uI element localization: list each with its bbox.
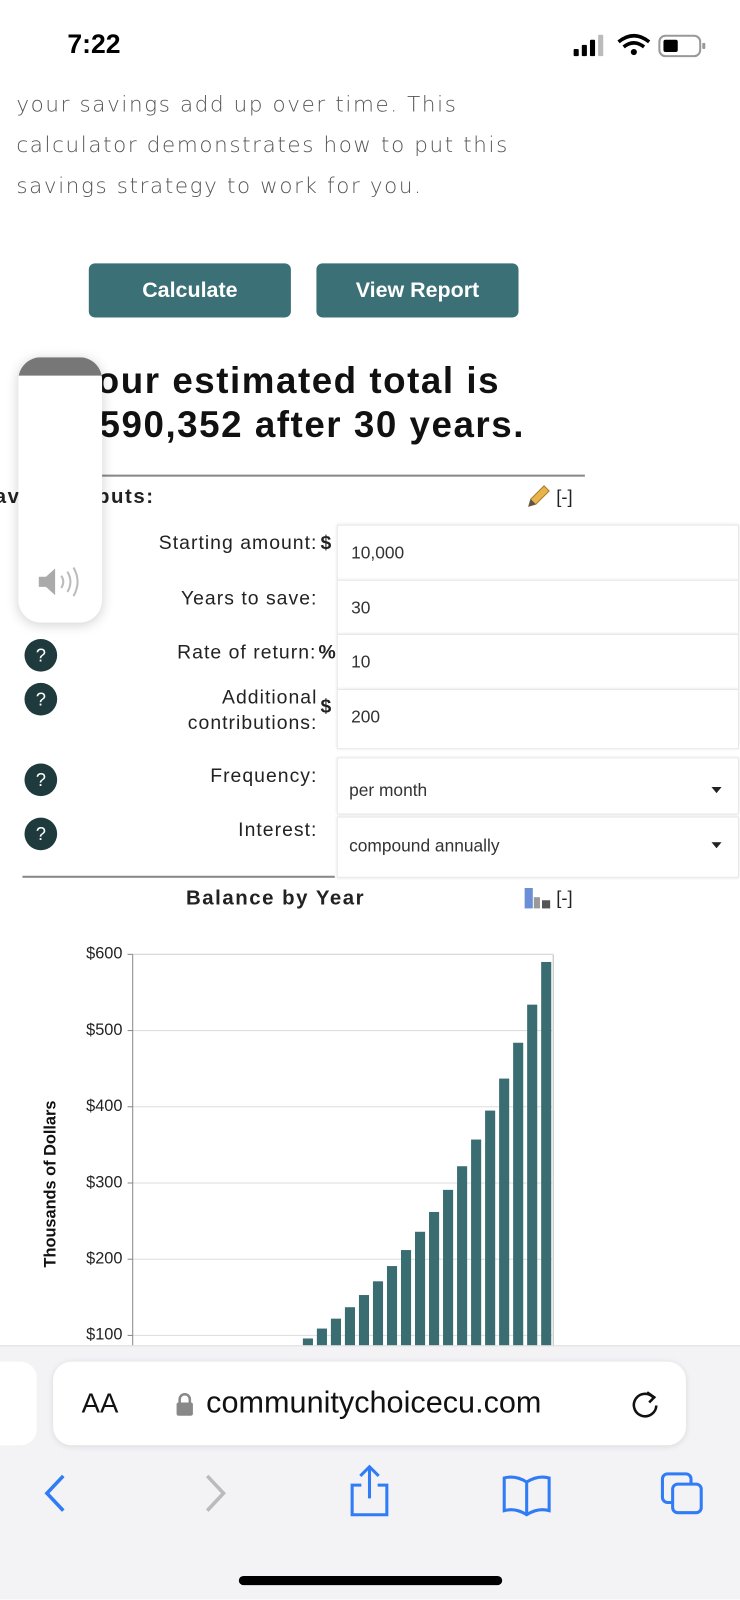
bar: [471, 1139, 482, 1412]
url[interactable]: communitychoicecu.com: [206, 1386, 542, 1420]
select-value: compound annually: [349, 835, 500, 856]
chart-type-icon[interactable]: [524, 888, 551, 909]
y-tick-label: $400: [86, 1097, 122, 1115]
bar: [415, 1231, 426, 1412]
input-box[interactable]: [336, 688, 739, 750]
lock-icon: [176, 1393, 193, 1416]
input-label: Starting amount:: [158, 532, 318, 555]
bar: [485, 1110, 496, 1412]
bar: [541, 961, 552, 1412]
address-bar[interactable]: [53, 1361, 686, 1446]
select-box[interactable]: [336, 757, 739, 815]
tab-peek[interactable]: [0, 1361, 37, 1446]
nav-bar: [44, 1464, 703, 1517]
bar: [457, 1166, 468, 1412]
tabs-button[interactable]: [660, 1472, 703, 1515]
help-icon[interactable]: ?: [24, 763, 58, 797]
chart-title: Balance by Year: [186, 888, 365, 910]
status-time: 7:22: [67, 28, 121, 60]
dropdown-arrow: [711, 786, 722, 794]
bookmarks-button[interactable]: [502, 1475, 551, 1517]
input-unit: %: [318, 642, 336, 664]
view-report-button[interactable]: View Report: [316, 263, 519, 318]
bar: [400, 1250, 412, 1412]
input-label: Interest:: [238, 819, 318, 842]
bar: [513, 1042, 524, 1412]
input-label: Frequency:: [210, 765, 318, 787]
y-tick-label: $200: [86, 1250, 122, 1268]
status-icons: [573, 33, 706, 58]
chart-toggle[interactable]: [-]: [556, 887, 572, 908]
voice-panel-cap: [18, 357, 103, 376]
input-value: 10,000: [351, 543, 405, 563]
input-value: 200: [351, 707, 381, 727]
input-box[interactable]: [336, 633, 739, 690]
y-axis-label: Thousands of Dollars: [41, 1101, 59, 1268]
speaker-icon[interactable]: [37, 565, 88, 598]
y-tick-label: $100: [86, 1326, 122, 1344]
text-size-button[interactable]: AA: [81, 1388, 119, 1419]
calculate-button[interactable]: Calculate: [88, 263, 291, 318]
bar: [527, 1004, 538, 1412]
y-tick-label: $500: [86, 1021, 122, 1039]
share-button[interactable]: [350, 1464, 389, 1517]
divider: [22, 875, 335, 878]
input-label: Rate of return:: [177, 642, 317, 664]
edit-icon[interactable]: [525, 484, 552, 511]
select-box[interactable]: [336, 816, 739, 878]
inputs-toggle[interactable]: [-]: [556, 486, 573, 508]
intro-line: savings strategy to work for you.: [16, 173, 423, 199]
bar: [499, 1078, 510, 1412]
input-box[interactable]: [336, 579, 739, 635]
bar: [386, 1266, 398, 1412]
select-value: per month: [349, 780, 428, 801]
bar: [443, 1189, 454, 1412]
input-unit: $: [320, 532, 332, 555]
input-label: Years to save:: [180, 587, 318, 610]
result-heading: Your estimated total is: [73, 359, 501, 402]
y-tick-label: $300: [86, 1173, 122, 1191]
input-value: 10: [351, 652, 371, 672]
input-unit: $: [320, 696, 332, 718]
help-icon[interactable]: ?: [24, 682, 58, 716]
result-heading: $590,352 after 30 years.: [77, 403, 525, 446]
intro-line: calculator demonstrates how to put this: [16, 132, 509, 158]
input-value: 30: [351, 598, 371, 618]
help-icon[interactable]: ?: [24, 638, 58, 672]
reload-icon[interactable]: [629, 1388, 662, 1421]
back-button[interactable]: [44, 1474, 65, 1512]
dropdown-arrow: [711, 842, 722, 849]
intro-line: your savings add up over time. This: [16, 91, 458, 117]
divider: [91, 474, 585, 477]
help-icon[interactable]: ?: [24, 817, 58, 851]
y-tick-label: $600: [86, 945, 122, 963]
bar: [429, 1211, 440, 1412]
input-box[interactable]: [336, 524, 739, 581]
forward-button[interactable]: [205, 1474, 226, 1512]
voice-panel[interactable]: [18, 357, 103, 623]
home-indicator: [238, 1575, 503, 1586]
input-label: Additional contributions:: [187, 686, 318, 734]
